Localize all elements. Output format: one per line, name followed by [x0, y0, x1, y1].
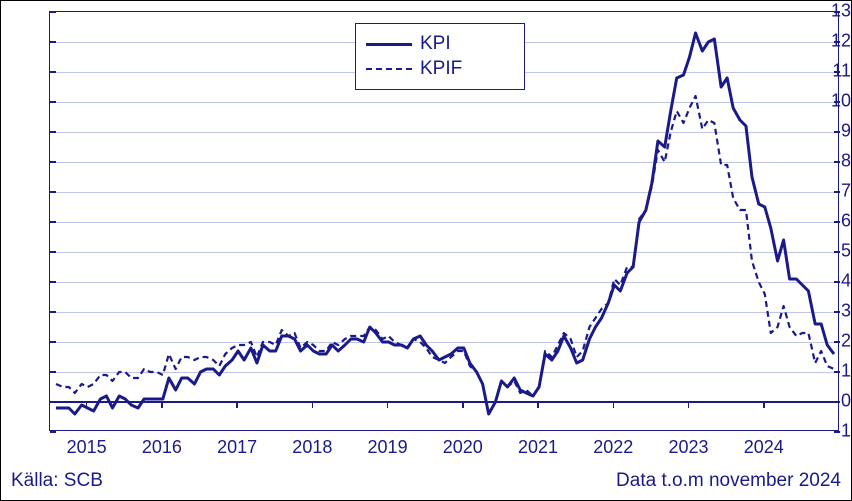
- y-tick-label: 11: [811, 61, 851, 82]
- legend-item: KPI: [366, 33, 514, 55]
- x-tick-mark: [236, 401, 238, 408]
- x-tick-mark: [537, 401, 539, 408]
- x-tick-label: 2019: [368, 437, 408, 458]
- x-tick-mark: [763, 401, 765, 408]
- legend-swatch: [366, 68, 412, 70]
- y-tick-label: 5: [811, 241, 851, 262]
- x-tick-label: 2022: [593, 437, 633, 458]
- x-tick-label: 2018: [292, 437, 332, 458]
- y-tick-label: 12: [811, 31, 851, 52]
- x-tick-mark: [613, 401, 615, 408]
- x-tick-mark: [161, 401, 163, 408]
- y-tick-label: 2: [811, 331, 851, 352]
- x-tick-mark: [462, 401, 464, 408]
- x-tick-label: 2015: [67, 437, 107, 458]
- series-kpi: [56, 33, 834, 414]
- y-tick-label: 3: [811, 301, 851, 322]
- x-tick-mark: [387, 401, 389, 408]
- y-tick-label: 4: [811, 271, 851, 292]
- source-text: Källa: SCB: [11, 470, 103, 492]
- x-tick-mark: [688, 401, 690, 408]
- y-tick-label: 7: [811, 181, 851, 202]
- y-tick-label: 10: [811, 91, 851, 112]
- y-tick-label: -1: [811, 421, 851, 442]
- y-tick-label: 1: [811, 361, 851, 382]
- legend-item: KPIF: [366, 58, 514, 80]
- x-tick-label: 2017: [217, 437, 257, 458]
- legend-label: KPIF: [420, 58, 462, 80]
- x-tick-mark: [86, 401, 88, 408]
- y-tick-label: 8: [811, 151, 851, 172]
- x-tick-label: 2023: [668, 437, 708, 458]
- legend: KPI KPIF: [355, 23, 525, 90]
- y-tick-label: 6: [811, 211, 851, 232]
- chart-container: -1012345678910111213 2015201620172018201…: [0, 0, 852, 501]
- series-kpif: [56, 96, 834, 414]
- y-tick-label: 0: [811, 391, 851, 412]
- y-tick-label: 9: [811, 121, 851, 142]
- x-tick-label: 2016: [142, 437, 182, 458]
- legend-label: KPI: [420, 33, 451, 55]
- data-note: Data t.o.m november 2024: [616, 470, 841, 492]
- x-tick-mark: [312, 401, 314, 408]
- x-tick-label: 2020: [443, 437, 483, 458]
- legend-swatch: [366, 43, 412, 46]
- x-tick-label: 2024: [744, 437, 784, 458]
- y-tick-label: 13: [811, 1, 851, 22]
- x-tick-label: 2021: [518, 437, 558, 458]
